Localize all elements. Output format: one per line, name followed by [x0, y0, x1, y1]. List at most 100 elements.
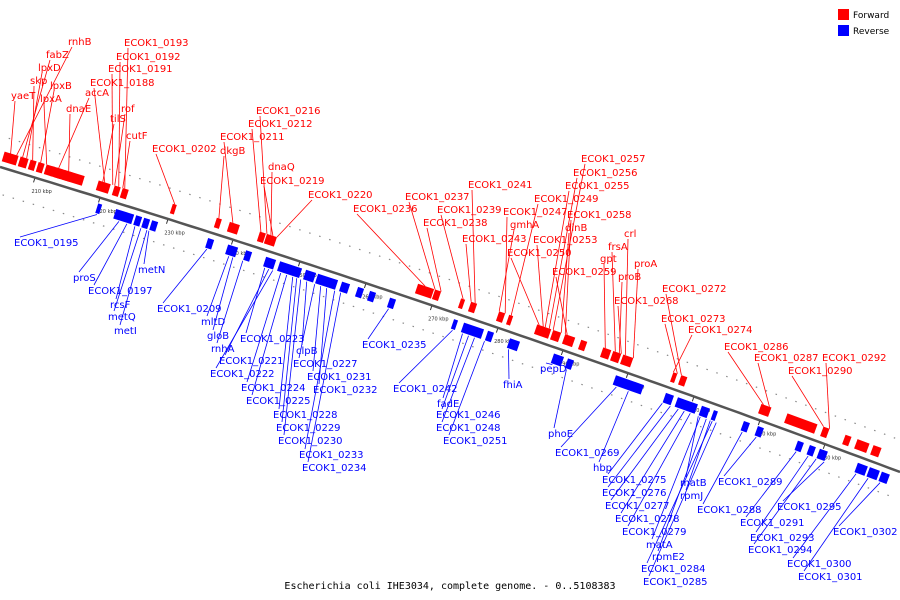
reverse-leader-line: [367, 308, 389, 340]
reverse-gene-label: fhiA: [503, 380, 523, 391]
forward-gene-label: proA: [634, 259, 657, 270]
reverse-gene-label: ECOK1_0294: [748, 545, 813, 556]
reverse-gene: [113, 208, 135, 225]
forward-leader-line: [544, 190, 570, 328]
reverse-leader-line: [745, 451, 797, 518]
tick-mark: [625, 373, 629, 378]
forward-gene-label: gmhA: [510, 220, 539, 231]
forward-gene: [561, 334, 576, 348]
forward-gene: [27, 159, 37, 171]
reverse-gene: [662, 392, 674, 406]
tick-mark: [33, 178, 36, 183]
reverse-gene: [314, 273, 339, 290]
forward-leader-line: [510, 203, 539, 316]
reverse-gene: [205, 238, 215, 250]
forward-leader-line: [16, 46, 73, 156]
reverse-gene-label: ECOK1_0228: [273, 410, 338, 421]
forward-gene: [678, 375, 688, 387]
reverse-leader-line: [627, 413, 691, 527]
forward-leader-line: [471, 189, 476, 304]
reverse-gene: [225, 244, 239, 258]
forward-gene-label: ECOK1_0241: [468, 180, 533, 191]
forward-gene-label: fabZ: [46, 50, 69, 61]
reverse-gene: [612, 375, 644, 395]
forward-leader-line: [155, 153, 176, 205]
forward-gene-label: ECOK1_0256: [573, 168, 638, 179]
forward-leader-line: [536, 244, 544, 327]
reverse-leader-line: [251, 274, 288, 396]
reverse-leader-line: [304, 290, 336, 450]
reverse-leader-line: [553, 369, 567, 429]
forward-leader-line: [356, 213, 426, 287]
forward-leader-line: [603, 263, 606, 349]
reverse-gene-label: ECOK1_0302: [833, 527, 898, 538]
forward-gene-label: ECOK1_0247: [503, 207, 568, 218]
reverse-gene-label: matA: [646, 540, 673, 551]
reverse-leader-line: [283, 279, 302, 436]
forward-gene-label: accA: [85, 88, 109, 99]
reverse-gene-label: mltD: [201, 317, 225, 328]
forward-leader-line: [22, 59, 51, 158]
forward-leader-line: [757, 362, 770, 407]
forward-gene-label: ECOK1_0243: [462, 234, 527, 245]
forward-gene: [431, 289, 442, 302]
tick-label: 220 kbp: [96, 209, 116, 215]
forward-leader-line: [43, 103, 48, 165]
forward-gene: [619, 354, 634, 368]
tick-mark: [822, 444, 826, 450]
reverse-leader-line: [281, 278, 298, 423]
forward-leader-line: [548, 177, 578, 329]
reverse-leader-line: [278, 276, 294, 410]
reverse-gene: [95, 203, 103, 215]
reverse-gene-label: metI: [114, 326, 137, 337]
forward-gene: [111, 185, 121, 197]
tick-mark: [297, 262, 301, 267]
forward-gene: [226, 221, 240, 235]
forward-gene: [505, 314, 514, 326]
forward-leader-line: [825, 362, 830, 429]
forward-gene-label: gpt: [600, 254, 617, 265]
forward-gene-label: ECOK1_0238: [423, 218, 488, 229]
forward-gene: [49, 166, 85, 186]
tick-label: 240 kbp: [229, 251, 249, 257]
reverse-gene-label: ECOK1_0278: [615, 514, 680, 525]
forward-gene: [213, 217, 222, 229]
forward-gene-label: ECOK1_0274: [688, 325, 753, 336]
reverse-leader-line: [545, 362, 553, 365]
reverse-leader-line: [119, 230, 148, 326]
reverse-leader-line: [508, 349, 510, 380]
reverse-gene-label: ECOK1_0291: [740, 518, 805, 529]
forward-gene-label: frsA: [608, 242, 628, 253]
reverse-gene: [460, 322, 485, 339]
forward-gene: [842, 434, 852, 447]
reverse-gene-label: ECOK1_0246: [436, 410, 501, 421]
forward-leader-line: [10, 100, 16, 154]
reverse-leader-line: [610, 408, 679, 501]
reverse-gene-label: ECOK1_0293: [750, 533, 815, 544]
reverse-gene: [277, 261, 303, 278]
forward-leader-line: [624, 238, 629, 356]
reverse-gene: [450, 319, 459, 330]
forward-gene-label: skp: [30, 76, 47, 87]
forward-gene-label: yaeT: [11, 91, 36, 102]
forward-gene: [577, 339, 588, 352]
reverse-gene-label: gloB: [207, 331, 229, 342]
forward-gene-label: ECOK1_0188: [90, 78, 155, 89]
reverse-gene: [484, 330, 495, 343]
outer-dotted-track: [8, 137, 900, 441]
forward-gene-label: ECOK1_0273: [661, 314, 726, 325]
reverse-gene-label: ECOK1_0242: [393, 384, 458, 395]
forward-gene: [599, 347, 612, 360]
forward-gene: [609, 350, 622, 364]
reverse-gene-label: ECOK1_0285: [643, 577, 708, 588]
reverse-gene: [674, 397, 698, 414]
reverse-leader-line: [113, 228, 142, 312]
reverse-gene-label: ECOK1_0289: [718, 477, 783, 488]
forward-gene: [820, 426, 830, 439]
reverse-gene: [854, 462, 868, 476]
forward-gene-label: ECOK1_0193: [124, 38, 189, 49]
reverse-leader-line: [702, 431, 743, 505]
reverse-leader-line: [657, 418, 707, 552]
tick-mark: [166, 219, 169, 224]
forward-leader-line: [124, 47, 129, 189]
